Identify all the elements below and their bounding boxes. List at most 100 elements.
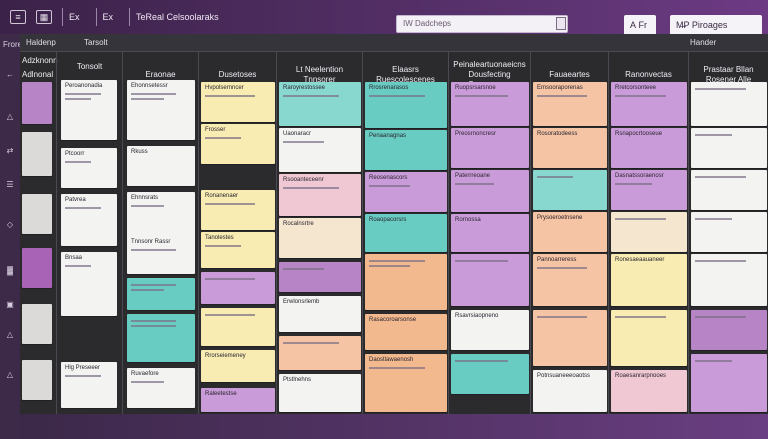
task-card[interactable]: Hvpolsernncer [201, 82, 275, 122]
task-card[interactable] [451, 354, 529, 394]
square-icon[interactable]: ▣ [6, 300, 14, 309]
task-card[interactable]: Rsavrsiaopneno [451, 310, 529, 350]
task-card[interactable]: Penaanagnas [365, 130, 447, 170]
task-card[interactable]: Ruopsrsarsnoe [451, 82, 529, 126]
task-card[interactable]: Ronesaeaauaneer [611, 254, 687, 306]
task-card[interactable]: Rretcorsonteee [611, 82, 687, 126]
menu-icon[interactable]: ≡ [10, 10, 26, 24]
card-line [131, 249, 176, 251]
task-card[interactable]: Rasacoroarsonse [365, 314, 447, 350]
task-card[interactable]: Patvrea [61, 194, 117, 246]
search-button[interactable] [556, 17, 566, 30]
task-card[interactable] [691, 170, 767, 210]
card-line [695, 218, 733, 220]
task-card[interactable]: Preosrnoncresr [451, 128, 529, 168]
task-card[interactable]: Rkuss [127, 146, 195, 186]
task-card[interactable] [365, 254, 447, 310]
card-line [131, 381, 164, 383]
alert-icon[interactable]: △ [6, 370, 14, 379]
card-title: Rosoratodeess [537, 131, 578, 137]
card-line [131, 98, 164, 100]
task-card[interactable]: Roaesanrarpnooes [611, 370, 687, 412]
task-card[interactable]: Tanolestes [201, 232, 275, 268]
task-card[interactable] [201, 308, 275, 346]
task-card[interactable]: Rornossa [451, 214, 529, 252]
task-card[interactable]: Reosenascors [365, 172, 447, 212]
triangle-icon[interactable]: △ [6, 112, 14, 121]
task-card[interactable]: Ptcoorr [61, 148, 117, 188]
diamond-icon[interactable]: ◇ [6, 220, 14, 229]
task-card[interactable] [691, 212, 767, 252]
search-input[interactable]: IW Dadcheps [396, 15, 568, 33]
card-title: Dasnatssoraenosr [615, 173, 664, 179]
block-icon[interactable]: ▓ [7, 266, 13, 275]
row-swatch-4 [22, 248, 52, 288]
task-card[interactable] [691, 310, 767, 350]
task-card[interactable]: Ptstlnehns [279, 374, 361, 412]
task-card[interactable]: Emsooraporenas [533, 82, 607, 126]
card-title: Rsavrsiaopneno [455, 313, 499, 319]
list-icon[interactable]: ☰ [6, 180, 14, 189]
task-card[interactable]: Paterrreoane [451, 170, 529, 212]
task-card[interactable] [691, 128, 767, 168]
task-card[interactable]: Pannoarreress [533, 254, 607, 306]
card-title: Ptcoorr [65, 151, 85, 157]
task-card[interactable] [451, 254, 529, 306]
task-card[interactable]: Rrorseiemeney [201, 350, 275, 382]
task-card[interactable]: Frosser [201, 124, 275, 164]
task-card[interactable]: Rosoratodeess [533, 128, 607, 168]
task-card[interactable] [201, 272, 275, 304]
task-card[interactable]: Roaopacorsrs [365, 214, 447, 252]
task-card[interactable] [611, 310, 687, 366]
tab-3[interactable]: TeReal Celsoolaraks [129, 8, 225, 26]
warning-icon[interactable]: △ [6, 330, 14, 339]
task-card[interactable] [279, 262, 361, 292]
task-card[interactable] [691, 254, 767, 306]
task-card[interactable]: Prysoeroetnsene [533, 212, 607, 252]
task-card[interactable]: Peroanonadia [61, 80, 117, 140]
task-card[interactable] [533, 310, 607, 366]
subheader-left[interactable]: Haldenp [26, 38, 56, 47]
column-1: Eraonae Ehonnsetessr Rkuss Ehnnsrats Tnn… [122, 52, 198, 414]
task-card[interactable]: Tnnsonr Rassr [127, 236, 195, 274]
column-3-header: Lt Neelention Tnnsorer [277, 52, 362, 98]
task-card[interactable]: Dasnatssoraenosr [611, 170, 687, 210]
task-card[interactable] [127, 278, 195, 310]
task-card[interactable]: Raleetestse [201, 388, 275, 412]
view-selector[interactable]: A Fr [624, 15, 656, 35]
task-card[interactable]: Rsnapocrtooseue [611, 128, 687, 168]
task-card[interactable]: Uaonaracr [279, 128, 361, 172]
task-card[interactable]: Hlg Preseeer [61, 362, 117, 408]
task-card[interactable] [691, 354, 767, 412]
swap-icon[interactable]: ⇄ [6, 146, 14, 155]
subheader-mid[interactable]: Tarsolt [84, 38, 108, 47]
task-card[interactable]: Potnsuaneeeoaotss [533, 370, 607, 412]
task-card[interactable]: Daostlawaenosh [365, 354, 447, 412]
task-card[interactable] [127, 314, 195, 362]
map-progress-button[interactable]: M̶P Piroages [670, 15, 762, 35]
card-line [369, 185, 410, 187]
subheader-right[interactable]: Hander [690, 38, 717, 47]
task-card[interactable]: Ronanenaer [201, 190, 275, 230]
tab-2[interactable]: Ex [95, 8, 120, 26]
tab-2-label: Ex [102, 12, 114, 22]
task-card[interactable]: Rrosrenarasos [365, 82, 447, 128]
task-card[interactable]: Rsooanteceenr [279, 174, 361, 216]
task-card[interactable]: Bnsaa [61, 252, 117, 316]
task-card[interactable]: Ehonnsetessr [127, 80, 195, 140]
task-card[interactable]: Erwlonsrlemb [279, 296, 361, 332]
card-title: Peroanonadia [65, 83, 103, 89]
task-card[interactable]: Ruvaefore [127, 368, 195, 408]
back-icon[interactable]: ← [6, 70, 14, 79]
grid-icon[interactable]: ▦ [36, 10, 52, 24]
task-card[interactable] [691, 82, 767, 126]
card-line [695, 360, 733, 362]
tab-1[interactable]: Ex [62, 8, 86, 26]
task-card[interactable] [279, 336, 361, 370]
task-card[interactable] [533, 170, 607, 210]
kanban-board: Haldenp Tarsolt Hander Adzknonn Adlnonal… [20, 34, 768, 414]
task-card[interactable]: Rocalnsrtre [279, 218, 361, 258]
task-card[interactable] [611, 212, 687, 252]
rail-item-home[interactable]: Frore [3, 40, 23, 49]
task-card[interactable]: Raroyrestossee [279, 82, 361, 126]
